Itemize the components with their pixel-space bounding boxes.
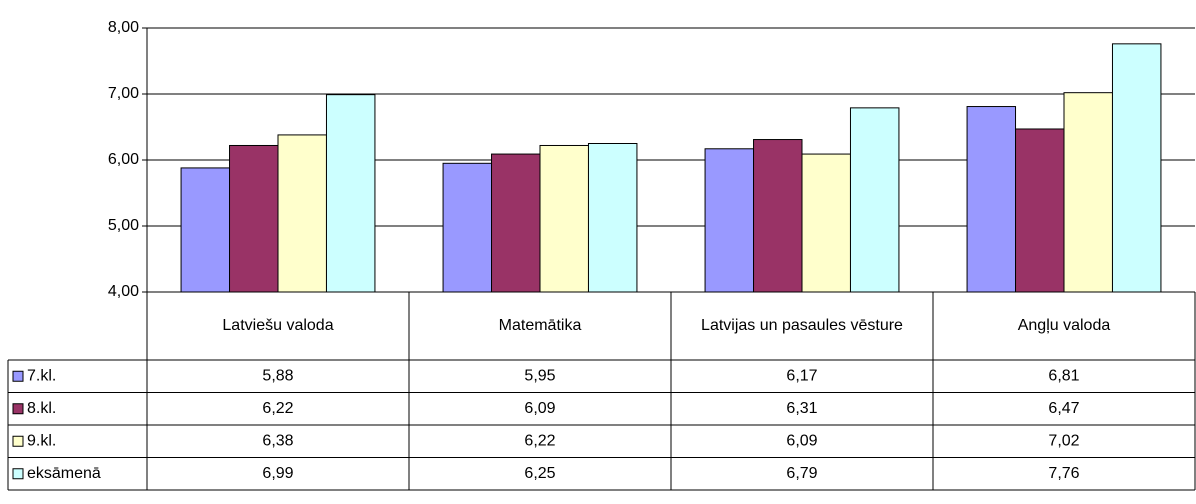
bar <box>229 144 279 293</box>
table-value: 6,22 <box>524 432 555 449</box>
bar <box>704 148 755 293</box>
bar <box>753 139 803 293</box>
x-tick-label: Angļu valoda <box>1017 317 1111 334</box>
bar <box>1015 128 1065 293</box>
table-value: 6,22 <box>262 400 293 417</box>
x-tick-label: Matemātika <box>498 317 582 334</box>
table-value: 6,38 <box>262 432 293 449</box>
table-value: 6,31 <box>786 400 817 417</box>
table-value: 7,02 <box>1048 432 1079 449</box>
table-value: 6,09 <box>786 432 817 449</box>
legend-key <box>12 370 24 382</box>
bar <box>1063 92 1113 293</box>
legend-key <box>12 403 24 415</box>
legend-label: eksāmenā <box>27 465 101 482</box>
x-category-cell: Angļu valoda <box>1017 317 1111 334</box>
y-tick-label: 7,00 <box>108 85 139 102</box>
bar <box>277 134 327 293</box>
bar <box>539 144 589 293</box>
table-value: 5,95 <box>524 367 555 384</box>
legend-label: 8.kl. <box>27 400 56 417</box>
y-tick-label: 8,00 <box>108 19 139 36</box>
table-value: 6,81 <box>1048 367 1079 384</box>
legend-key <box>12 435 24 447</box>
legend-label: 7.kl. <box>27 367 56 384</box>
bar <box>325 94 376 293</box>
bar <box>442 162 493 293</box>
table-value: 6,25 <box>524 465 555 482</box>
y-tick-label: 6,00 <box>108 151 139 168</box>
bar <box>966 106 1017 293</box>
y-tick-label: 4,00 <box>108 283 139 300</box>
table-value: 7,76 <box>1048 465 1079 482</box>
bar <box>587 143 638 293</box>
bar <box>180 167 231 293</box>
legend-label: 9.kl. <box>27 432 56 449</box>
bar <box>849 107 900 293</box>
bar <box>801 153 851 293</box>
table-value: 5,88 <box>262 367 293 384</box>
table-value: 6,99 <box>262 465 293 482</box>
x-category-cell: Matemātika <box>498 317 582 334</box>
x-category-cell: Latviešu valoda <box>222 317 334 334</box>
x-category-cell: Latvijas un pasaules vēsture <box>701 317 903 334</box>
x-tick-label: Latviešu valoda <box>222 317 334 334</box>
table-value: 6,09 <box>524 400 555 417</box>
table-value: 6,79 <box>786 465 817 482</box>
legend-key <box>12 468 24 480</box>
bar <box>491 153 541 293</box>
table-value: 6,47 <box>1048 400 1079 417</box>
bar <box>1111 43 1162 293</box>
table-value: 6,17 <box>786 367 817 384</box>
y-tick-label: 5,00 <box>108 217 139 234</box>
x-tick-label: Latvijas un pasaules vēsture <box>701 317 903 334</box>
